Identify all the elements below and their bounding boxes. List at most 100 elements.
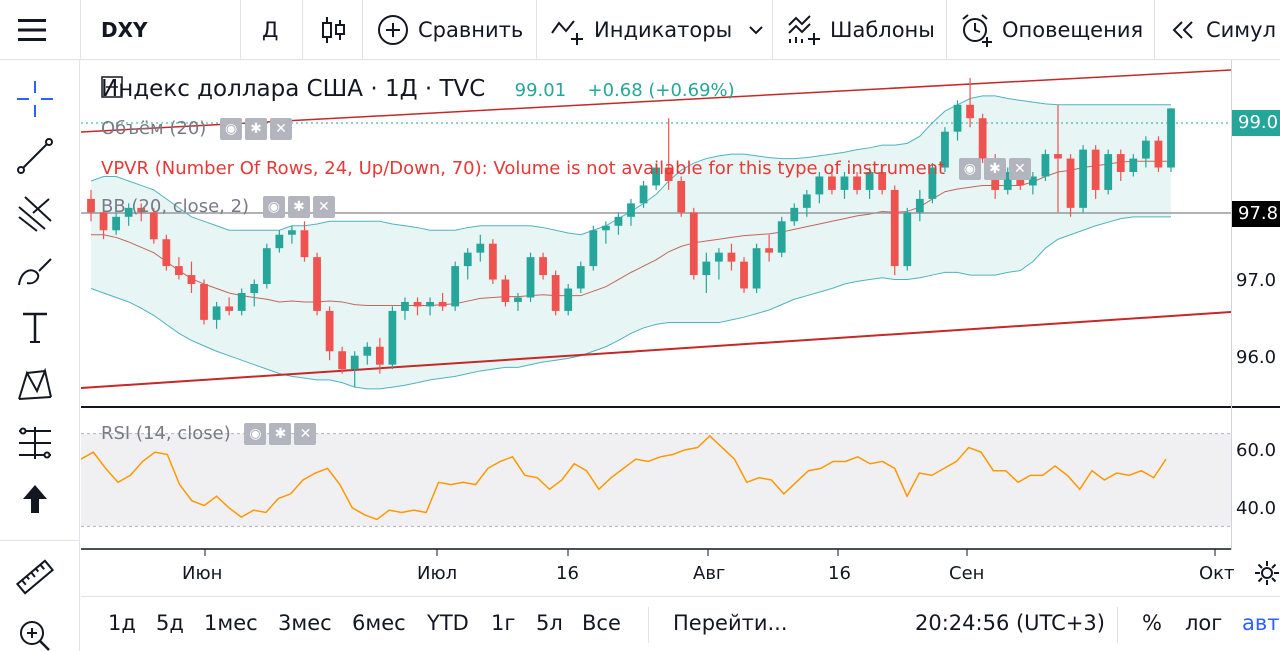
- drawing-toolbar: [0, 60, 80, 651]
- candle-body: [488, 243, 497, 280]
- candle-body: [200, 284, 208, 320]
- candle-body: [463, 252, 472, 267]
- indicators-dropdown[interactable]: [748, 0, 772, 60]
- eye-icon[interactable]: ◉: [262, 196, 285, 218]
- range-1d[interactable]: 1д: [108, 611, 136, 635]
- fib-tool[interactable]: [14, 192, 56, 234]
- candle-body: [627, 203, 635, 217]
- candle-body: [275, 234, 284, 249]
- candle-body: [87, 198, 95, 213]
- log-toggle[interactable]: лог: [1185, 611, 1223, 635]
- interval-button[interactable]: Д: [262, 18, 279, 42]
- candle-body: [162, 239, 171, 267]
- range-6m[interactable]: 6мес: [352, 611, 406, 635]
- alarm-clock-icon: [962, 14, 992, 47]
- rsi-legend[interactable]: RSI (14, close) ◉ ✱ ✕: [101, 423, 317, 445]
- gear-icon[interactable]: ✱: [269, 423, 292, 445]
- close-icon[interactable]: ✕: [270, 118, 293, 140]
- clock[interactable]: 20:24:56 (UTC+3): [915, 611, 1105, 635]
- zoom-tool[interactable]: [14, 612, 56, 651]
- candle-body: [187, 275, 196, 285]
- arrow-up-tool[interactable]: [14, 478, 56, 520]
- trend-line-tool[interactable]: [14, 135, 56, 177]
- candle-body: [576, 266, 585, 289]
- gear-icon[interactable]: ✱: [983, 158, 1006, 180]
- rsi-band: [81, 433, 1231, 527]
- templates-button[interactable]: Шаблоны: [786, 0, 935, 60]
- range-5y[interactable]: 5л: [536, 611, 563, 635]
- candle-body: [375, 346, 384, 365]
- price-axis-border: [1231, 60, 1232, 550]
- goto-date-button[interactable]: Перейти...: [673, 611, 788, 635]
- price-tick: 96.0: [1236, 347, 1277, 368]
- text-icon: [23, 312, 47, 343]
- range-5d[interactable]: 5д: [156, 611, 184, 635]
- ruler-tool[interactable]: [14, 556, 56, 598]
- menu-button[interactable]: [16, 0, 56, 60]
- collapse-icon[interactable]: [101, 76, 123, 98]
- symbol-search-button[interactable]: DXY: [101, 18, 148, 42]
- measure-icon: [19, 427, 51, 459]
- chart-settings-button[interactable]: [1254, 560, 1280, 590]
- compare-button[interactable]: Сравнить: [376, 0, 523, 60]
- candle-body: [250, 284, 259, 293]
- vpvr-legend[interactable]: VPVR (Number Of Rows, 24, Up/Down, 70): …: [101, 158, 1031, 180]
- candle-body: [1154, 140, 1163, 168]
- candle-body: [740, 261, 748, 289]
- candle-body: [903, 212, 912, 267]
- chart-area[interactable]: Индекс доллара США · 1Д · TVC 99.01 +0.6…: [81, 60, 1280, 590]
- gear-icon[interactable]: ✱: [287, 196, 310, 218]
- candle-body: [262, 248, 271, 285]
- candle-body: [325, 310, 334, 352]
- bb-legend[interactable]: BB (20, close, 2) ◉ ✱ ✕: [101, 196, 335, 218]
- text-tool[interactable]: [14, 307, 56, 349]
- indicators-button[interactable]: Индикаторы: [550, 0, 732, 60]
- price-chart[interactable]: [81, 60, 1280, 590]
- crosshair-tool[interactable]: [14, 78, 56, 120]
- gear-icon[interactable]: ✱: [245, 118, 268, 140]
- candle-body: [702, 261, 711, 276]
- range-ytd[interactable]: YTD: [427, 611, 469, 635]
- replay-button[interactable]: Симул: [1170, 0, 1276, 60]
- percent-toggle[interactable]: %: [1142, 611, 1162, 635]
- candle-body: [212, 306, 221, 320]
- eye-icon[interactable]: ◉: [958, 158, 981, 180]
- candle-body: [338, 351, 347, 370]
- eye-icon[interactable]: ◉: [220, 118, 243, 140]
- candle-body: [363, 346, 372, 356]
- volume-legend[interactable]: Объём (20) ◉ ✱ ✕: [101, 118, 293, 140]
- compare-label: Сравнить: [418, 18, 524, 42]
- time-tick: Окт: [1199, 563, 1235, 584]
- range-1y[interactable]: 1г: [491, 611, 516, 635]
- close-icon[interactable]: ✕: [1008, 158, 1031, 180]
- candle-body: [476, 243, 485, 253]
- indicators-icon: [551, 20, 583, 45]
- pattern-tool[interactable]: [14, 364, 56, 406]
- bb-fill: [91, 95, 1171, 389]
- auto-toggle[interactable]: авто: [1242, 611, 1280, 635]
- candle-body: [112, 216, 121, 231]
- range-all[interactable]: Все: [582, 611, 621, 635]
- candle-body: [225, 306, 234, 311]
- rsi-tick: 60.0: [1236, 440, 1277, 461]
- close-icon[interactable]: ✕: [312, 196, 335, 218]
- rewind-icon: [1172, 21, 1193, 39]
- measure-tool[interactable]: [14, 422, 56, 464]
- close-icon[interactable]: ✕: [294, 423, 317, 445]
- time-tick: 16: [828, 563, 851, 584]
- candle-body: [388, 310, 397, 365]
- candle-body: [915, 198, 924, 213]
- eye-icon[interactable]: ◉: [244, 423, 267, 445]
- crosshair-icon: [17, 81, 53, 117]
- chart-type-button[interactable]: [320, 0, 356, 60]
- brush-tool[interactable]: [14, 250, 56, 292]
- candle-body: [664, 167, 673, 181]
- trend-line-icon: [17, 138, 53, 174]
- bottom-toolbar: 1д 5д 1мес 3мес 6мес YTD 1г 5л Все Перей…: [81, 596, 1280, 651]
- alerts-button[interactable]: Оповещения: [960, 0, 1143, 60]
- candle-body: [1091, 149, 1100, 190]
- range-1m[interactable]: 1мес: [204, 611, 258, 635]
- range-3m[interactable]: 3мес: [278, 611, 332, 635]
- candle-body: [802, 194, 811, 208]
- candle-body: [1104, 154, 1113, 190]
